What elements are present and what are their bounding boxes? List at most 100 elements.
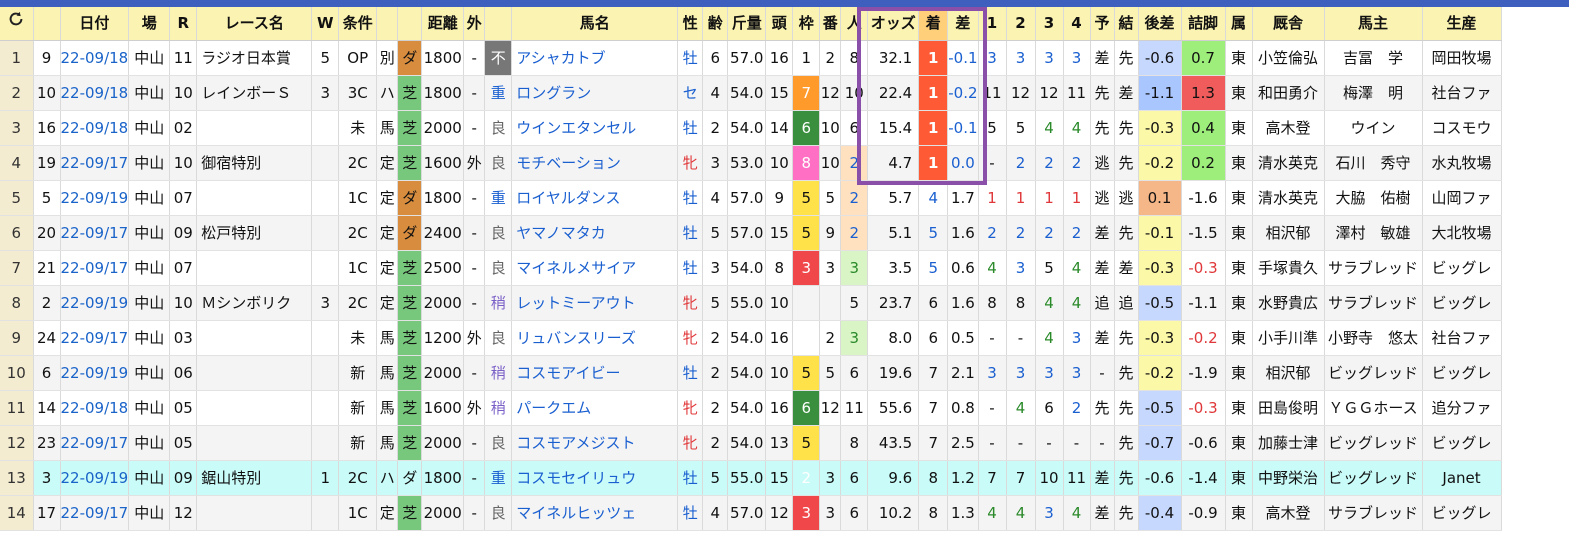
header-cond-type[interactable] xyxy=(376,7,399,41)
header-cond[interactable]: 条件 xyxy=(338,7,378,41)
cell-race-name[interactable]: Ｍシンボリク xyxy=(196,285,313,321)
cell-race-name[interactable]: 鋸山特別 xyxy=(196,460,313,496)
table-row[interactable]: 2 10 22-09/18 中山 10 レインボーＳ 3 3C ハ芝 1800- 重ロングランセ 4 5… xyxy=(0,75,1502,111)
cell-date[interactable]: 22-09/17 xyxy=(60,215,130,251)
header-seq[interactable] xyxy=(33,7,61,41)
cell-horse-name[interactable]: コスモセイリュウ xyxy=(511,460,679,496)
cell-horse-name[interactable]: マイネルメサイア xyxy=(511,250,679,286)
cell-date[interactable]: 22-09/18 xyxy=(60,40,130,76)
cell-horse-name[interactable]: マイネルヒッツェ xyxy=(511,495,679,531)
header-date[interactable]: 日付 xyxy=(60,7,130,41)
cell-date[interactable]: 22-09/19 xyxy=(60,180,130,216)
cell-date[interactable]: 22-09/17 xyxy=(60,250,130,286)
cell-race-name[interactable] xyxy=(196,320,313,356)
cell-horse-name[interactable]: ロングラン xyxy=(511,75,679,111)
cell-race-name[interactable] xyxy=(196,355,313,391)
cell-date[interactable]: 22-09/18 xyxy=(60,390,130,426)
header-c2[interactable]: 2 xyxy=(1006,7,1036,41)
table-row[interactable]: 11 14 22-09/18 中山 05 新馬芝 1600 外稍パークエム牝 2 54.0 16 6 1… xyxy=(0,390,1502,426)
cell-date[interactable]: 22-09/17 xyxy=(60,320,130,356)
header-trainer[interactable]: 厩舎 xyxy=(1252,7,1325,41)
header-breeder[interactable]: 生産 xyxy=(1422,7,1502,41)
cell-trainer: 加藤士津 xyxy=(1252,425,1325,461)
header-distance[interactable]: 距離 xyxy=(421,7,465,41)
cell-c1: - xyxy=(978,320,1007,356)
cell-date[interactable]: 22-09/18 xyxy=(60,110,130,146)
cell-horse-name[interactable]: リュバンスリーズ xyxy=(511,320,679,356)
cell-horse-name[interactable]: レットミーアウト xyxy=(511,285,679,321)
header-gate[interactable]: 枠 xyxy=(792,7,821,41)
table-row[interactable]: 8 2 22-09/19 中山 10 Ｍシンボリク 3 2C 定芝 2000- 稍レットミーアウト牝… xyxy=(0,285,1502,321)
header-affil[interactable]: 属 xyxy=(1225,7,1253,41)
cell-seq: 10 xyxy=(33,75,61,111)
header-late-kick[interactable]: 詰脚 xyxy=(1181,7,1226,41)
table-row[interactable]: 1 9 22-09/18 中山 11 ラジオ日本賞 5 OP 別ダ 1800- 不アシャカトブ牡 6 5… xyxy=(0,40,1502,76)
header-runners[interactable]: 頭 xyxy=(765,7,794,41)
header-late-diff[interactable]: 後差 xyxy=(1138,7,1182,41)
table-row[interactable]: 10 6 22-09/19 中山 06 新馬芝 2000- 稍コスモアイビー牡 2 54.0 10 5… xyxy=(0,355,1502,391)
header-c4[interactable]: 4 xyxy=(1063,7,1091,41)
cell-race-name[interactable]: 御宿特別 xyxy=(196,145,313,181)
header-pop[interactable]: 人 xyxy=(840,7,869,41)
header-outer[interactable]: 外 xyxy=(463,7,486,41)
table-row[interactable]: 9 24 22-09/17 中山 03 未馬芝 1200 外良リュバンスリーズ牝 2 54.0 16… xyxy=(0,320,1502,356)
cell-horse-name[interactable]: アシャカトブ xyxy=(511,40,679,76)
header-pred[interactable]: 予 xyxy=(1090,7,1115,41)
cell-horse-name[interactable]: ウインエタンセル xyxy=(511,110,679,146)
cell-horse-name[interactable]: コスモアメジスト xyxy=(511,425,679,461)
cell-horse-name[interactable]: コスモアイビー xyxy=(511,355,679,391)
refresh-icon[interactable] xyxy=(0,7,34,41)
cell-race-no: 11 xyxy=(169,40,198,76)
cell-date[interactable]: 22-09/17 xyxy=(60,425,130,461)
header-horse-name[interactable]: 馬名 xyxy=(511,7,679,41)
header-going[interactable] xyxy=(484,7,513,41)
cell-date[interactable]: 22-09/17 xyxy=(60,495,130,531)
cell-race-name[interactable] xyxy=(196,495,313,531)
cell-race-name[interactable] xyxy=(196,425,313,461)
cell-race-name[interactable]: レインボーＳ xyxy=(196,75,313,111)
cell-date[interactable]: 22-09/19 xyxy=(60,285,130,321)
header-sex[interactable]: 性 xyxy=(677,7,704,41)
table-row[interactable]: 7 21 22-09/17 中山 07 1C 定芝 2500- 良マイネルメサイア牡 3 54.0 8… xyxy=(0,250,1502,286)
header-margin[interactable]: 差 xyxy=(947,7,979,41)
cell-race-name[interactable] xyxy=(196,390,313,426)
cell-date[interactable]: 22-09/19 xyxy=(60,460,130,496)
table-row[interactable]: 6 20 22-09/17 中山 09 松戸特別 2C 定ダ 2400- 良ヤマノマタカ牡 5 57.… xyxy=(0,215,1502,251)
cell-race-name[interactable] xyxy=(196,180,313,216)
cell-c3: 2 xyxy=(1035,215,1064,251)
header-c1[interactable]: 1 xyxy=(978,7,1007,41)
header-track[interactable] xyxy=(397,7,423,41)
table-row[interactable]: 14 17 22-09/17 中山 12 1C 定芝 2000- 良マイネルヒッツェ牡 4 57.0… xyxy=(0,495,1502,531)
cell-date[interactable]: 22-09/17 xyxy=(60,145,130,181)
header-odds[interactable]: オッズ xyxy=(867,7,920,41)
table-row[interactable]: 12 23 22-09/17 中山 05 新馬芝 2000- 良コスモアメジスト牝 2 54.0 1… xyxy=(0,425,1502,461)
cell-date[interactable]: 22-09/18 xyxy=(60,75,130,111)
cell-margin: 0.0 xyxy=(947,145,979,181)
cell-horse-name[interactable]: ロイヤルダンス xyxy=(511,180,679,216)
header-result[interactable]: 結 xyxy=(1114,7,1139,41)
cell-horse-name[interactable]: パークエム xyxy=(511,390,679,426)
header-age[interactable]: 齢 xyxy=(702,7,729,41)
cell-number: 12 xyxy=(819,390,842,426)
header-number[interactable]: 番 xyxy=(819,7,842,41)
cell-odds: 10.2 xyxy=(867,495,920,531)
cell-race-name[interactable]: ラジオ日本賞 xyxy=(196,40,313,76)
header-race-no[interactable]: R xyxy=(169,7,198,41)
header-weight-class[interactable]: W xyxy=(311,7,340,41)
header-load[interactable]: 斤量 xyxy=(727,7,767,41)
header-finish[interactable]: 着 xyxy=(918,7,949,41)
cell-horse-name[interactable]: ヤマノマタカ xyxy=(511,215,679,251)
header-owner[interactable]: 馬主 xyxy=(1324,7,1423,41)
cell-race-name[interactable] xyxy=(196,110,313,146)
table-row[interactable]: 13 3 22-09/19 中山 09 鋸山特別 1 2C ハダ 1800- 重コスモセイリュウ牡 5… xyxy=(0,460,1502,496)
cell-race-name[interactable] xyxy=(196,250,313,286)
table-row[interactable]: 3 16 22-09/18 中山 02 未馬芝 2000- 良ウインエタンセル牡 2 54.0 14… xyxy=(0,110,1502,146)
cell-horse-name[interactable]: モチベーション xyxy=(511,145,679,181)
cell-date[interactable]: 22-09/19 xyxy=(60,355,130,391)
header-c3[interactable]: 3 xyxy=(1035,7,1064,41)
header-venue[interactable]: 場 xyxy=(128,7,171,41)
cell-race-name[interactable]: 松戸特別 xyxy=(196,215,313,251)
table-row[interactable]: 4 19 22-09/17 中山 10 御宿特別 2C 定芝 1600 外良モチベーション牝 3 53… xyxy=(0,145,1502,181)
table-row[interactable]: 5 5 22-09/19 中山 07 1C 定ダ 1800- 重ロイヤルダンス牡 4 57.0 9 5 5… xyxy=(0,180,1502,216)
header-race-name[interactable]: レース名 xyxy=(196,7,313,41)
